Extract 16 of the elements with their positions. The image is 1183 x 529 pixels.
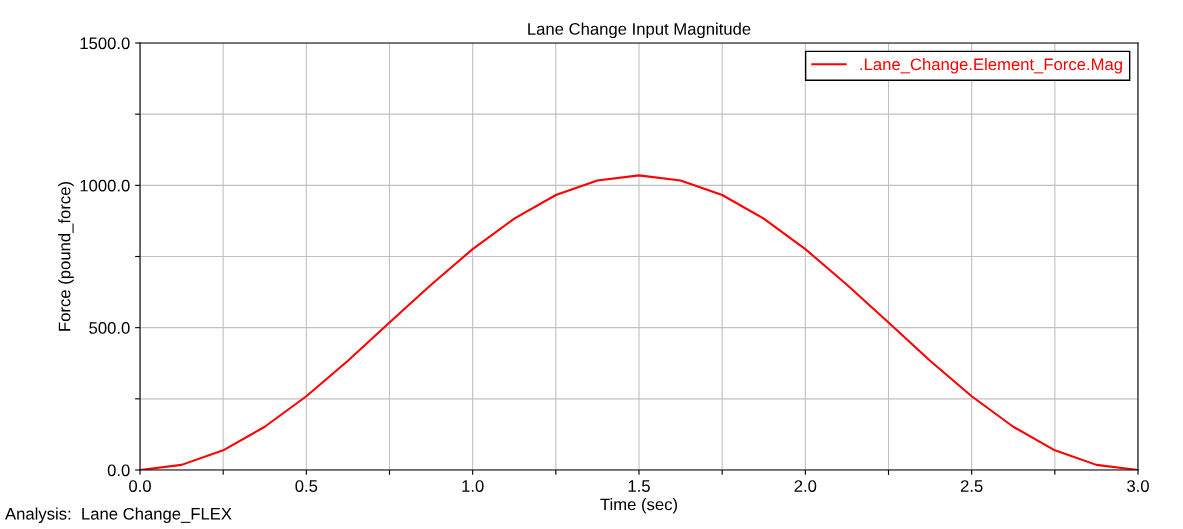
y-tick-label: 1500.0 — [80, 37, 130, 50]
x-tick-label: 1.5 — [628, 480, 650, 492]
x-tick-label: 3.0 — [1127, 480, 1149, 492]
legend-label: .Lane_Change.Element_Force.Mag — [860, 58, 1122, 74]
x-tick-label: 0.0 — [129, 480, 151, 492]
y-axis-title: Force (pound_force) — [58, 182, 74, 331]
y-tick-label: 0.0 — [107, 464, 130, 477]
x-tick-label: 0.5 — [295, 480, 318, 492]
x-tick-label: 2.5 — [960, 480, 983, 492]
y-tick-label: 500.0 — [89, 322, 130, 334]
chart-title: Lane Change Input Magnitude — [528, 22, 751, 39]
text: Analysis: Lane Change_FLEX — [5, 507, 232, 523]
x-tick-label: 1.0 — [462, 480, 484, 492]
x-axis-title: Time (sec) — [600, 498, 678, 514]
y-tick-label: 1000.0 — [80, 179, 130, 192]
x-tick-label: 2.0 — [794, 480, 817, 492]
